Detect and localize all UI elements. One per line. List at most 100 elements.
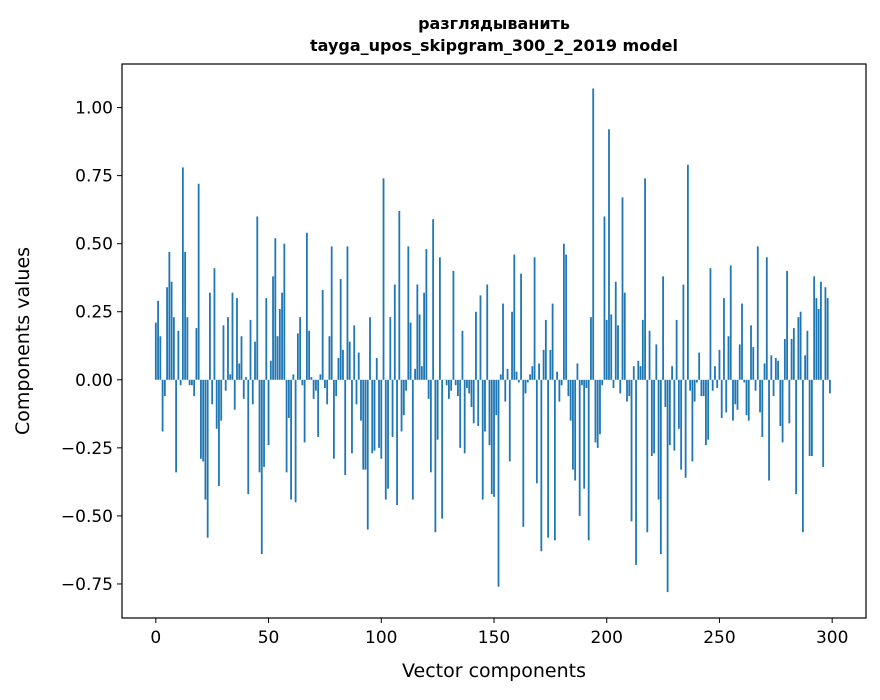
bar-240 [696, 380, 698, 383]
bar-118 [421, 366, 423, 380]
bar-197 [599, 380, 601, 434]
bar-38 [241, 336, 243, 380]
bar-97 [374, 380, 376, 451]
bar-218 [646, 380, 648, 532]
bar-185 [572, 380, 574, 470]
bar-202 [610, 314, 612, 379]
bar-221 [653, 380, 655, 454]
bar-172 [543, 350, 545, 380]
bar-42 [250, 320, 252, 380]
bar-124 [434, 380, 436, 532]
bar-182 [565, 255, 567, 380]
bar-250 [719, 350, 721, 380]
bar-88 [353, 325, 355, 379]
bar-138 [466, 380, 468, 388]
bar-56 [281, 293, 283, 380]
bar-22 [205, 380, 207, 500]
bar-164 [525, 380, 527, 394]
bar-16 [191, 380, 193, 385]
bar-78 [331, 246, 333, 379]
bar-90 [358, 353, 360, 380]
bar-41 [247, 380, 249, 494]
bar-195 [595, 380, 597, 443]
bar-112 [407, 246, 409, 379]
bar-120 [425, 249, 427, 380]
bar-163 [522, 380, 524, 527]
bar-12 [182, 167, 184, 379]
bar-100 [380, 380, 382, 459]
bar-145 [482, 380, 484, 500]
bar-52 [272, 276, 274, 379]
bar-214 [637, 361, 639, 380]
bar-246 [710, 268, 712, 380]
bar-143 [477, 380, 479, 426]
bar-94 [367, 380, 369, 530]
bar-211 [631, 380, 633, 522]
bar-284 [795, 380, 797, 494]
bar-231 [676, 320, 678, 380]
bar-286 [800, 312, 802, 380]
bar-31 [225, 380, 227, 391]
bar-72 [317, 380, 319, 437]
bar-229 [671, 366, 673, 380]
bar-55 [279, 309, 281, 380]
bar-142 [475, 312, 477, 380]
bar-167 [531, 366, 533, 380]
bar-152 [498, 380, 500, 587]
bar-165 [527, 380, 529, 383]
bar-47 [261, 380, 263, 554]
bar-2 [159, 336, 161, 380]
bar-95 [369, 317, 371, 380]
bar-297 [825, 287, 827, 380]
chart-subtitle: tayga_upos_skipgram_300_2_2019 model [310, 36, 678, 55]
bar-176 [552, 304, 554, 380]
bar-89 [356, 380, 358, 405]
bar-122 [430, 380, 432, 473]
bar-287 [802, 380, 804, 532]
bar-205 [617, 325, 619, 379]
bar-50 [268, 380, 270, 445]
bar-91 [360, 380, 362, 421]
bar-169 [536, 380, 538, 483]
bar-39 [243, 380, 245, 399]
bar-166 [529, 374, 531, 379]
bar-29 [220, 380, 222, 421]
bar-251 [721, 380, 723, 418]
bar-285 [797, 317, 799, 380]
bar-121 [428, 380, 430, 399]
bar-275 [775, 358, 777, 380]
bar-51 [270, 361, 272, 380]
bar-196 [597, 380, 599, 448]
bar-7 [171, 282, 173, 380]
bar-109 [401, 380, 403, 432]
bar-217 [644, 178, 646, 379]
bar-106 [394, 285, 396, 380]
bar-49 [265, 298, 267, 380]
bar-116 [416, 285, 418, 380]
bar-36 [236, 298, 238, 380]
bar-186 [574, 380, 576, 481]
bar-161 [518, 380, 520, 383]
bar-93 [365, 380, 367, 470]
bar-34 [232, 293, 234, 380]
bar-67 [306, 233, 308, 380]
bar-43 [252, 380, 254, 405]
y-tick-label: 0.25 [75, 303, 113, 323]
bar-270 [764, 363, 766, 379]
bar-273 [770, 355, 772, 380]
bar-70 [313, 380, 315, 399]
bar-220 [651, 380, 653, 456]
bar-65 [301, 380, 303, 385]
bar-213 [635, 380, 637, 565]
bar-1 [157, 301, 159, 380]
bar-248 [714, 366, 716, 380]
bar-181 [563, 244, 565, 380]
bar-279 [784, 339, 786, 380]
bar-99 [378, 380, 380, 448]
plot-frame [122, 64, 866, 618]
bar-177 [554, 380, 556, 541]
bar-147 [486, 285, 488, 380]
bar-219 [649, 331, 651, 380]
bar-117 [419, 314, 421, 379]
bar-101 [383, 178, 385, 379]
